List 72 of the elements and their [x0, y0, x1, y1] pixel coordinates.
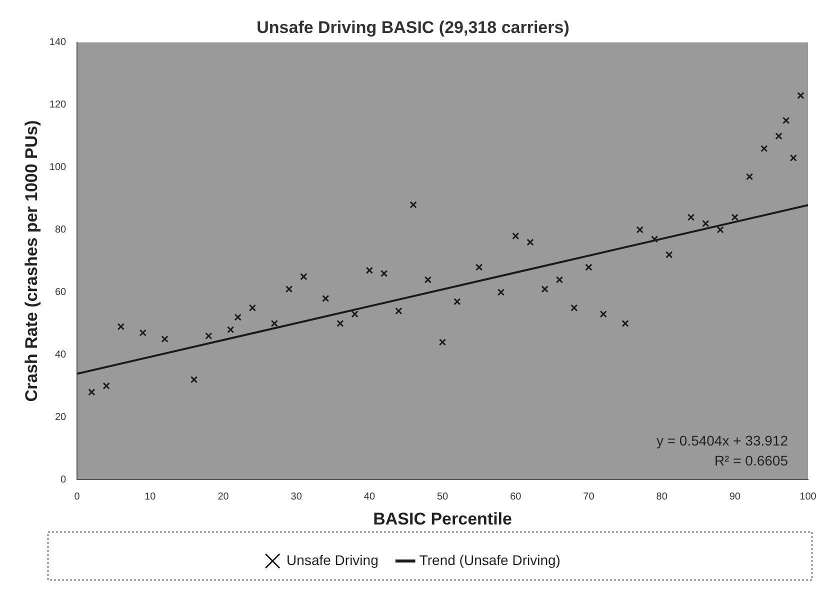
y-tick-label: 0	[60, 474, 67, 486]
x-tick-label: 30	[290, 491, 302, 502]
x-axis-title: BASIC Percentile	[373, 509, 512, 528]
point	[716, 226, 724, 234]
point	[797, 92, 804, 100]
point	[476, 264, 483, 271]
x-tick-label: 80	[656, 491, 668, 502]
point	[322, 294, 330, 302]
point	[526, 238, 534, 246]
x-tick-label: 0	[74, 491, 80, 502]
point	[746, 173, 754, 180]
point	[666, 251, 673, 258]
point	[336, 320, 344, 328]
point	[161, 335, 168, 343]
point	[782, 116, 790, 124]
annotation: y = 0.5404x + 33.912	[656, 432, 788, 448]
point	[139, 329, 146, 336]
point	[556, 276, 564, 284]
point	[512, 232, 520, 240]
point	[380, 270, 388, 278]
point	[248, 304, 256, 312]
y-tick-label: 80	[54, 224, 67, 236]
point	[190, 376, 198, 384]
point	[88, 388, 96, 396]
point	[585, 264, 592, 271]
point	[650, 236, 658, 243]
y-axis-title: Crash Rate (crashes per 1000 PUs)	[22, 120, 41, 402]
chart-title: Unsafe Driving BASIC (29,318 carriers)	[256, 18, 570, 37]
point	[410, 201, 417, 208]
point	[570, 304, 578, 312]
x-tick-label: 100	[800, 491, 817, 502]
point	[424, 276, 432, 284]
legend-label: Trend (Unsafe Driving)	[419, 552, 560, 568]
point	[731, 214, 738, 221]
point	[622, 320, 629, 328]
point	[775, 132, 782, 140]
point	[760, 145, 768, 152]
y-tick-label: 140	[49, 37, 67, 48]
x-tick-label: 50	[436, 491, 449, 502]
point	[395, 307, 402, 315]
y-tick-label: 120	[49, 100, 67, 111]
point	[227, 326, 234, 334]
point	[497, 288, 505, 296]
legend-label: Unsafe Driving	[286, 552, 378, 568]
y-tick-label: 40	[54, 349, 67, 360]
point	[285, 286, 293, 293]
point	[205, 332, 212, 340]
point	[300, 273, 308, 280]
point	[366, 266, 374, 274]
point	[117, 323, 125, 330]
x-tick-label: 70	[583, 491, 595, 502]
point	[541, 286, 548, 293]
point	[270, 320, 278, 328]
y-tick-label: 60	[54, 286, 67, 298]
point	[702, 220, 710, 228]
x-tick-label: 40	[364, 491, 376, 502]
point	[790, 154, 797, 162]
y-tick-label: 20	[54, 412, 67, 423]
x-tick-label: 20	[218, 491, 230, 502]
point	[687, 214, 695, 221]
x-tick-label: 10	[144, 491, 156, 502]
point	[234, 314, 242, 321]
y-tick-label: 100	[49, 162, 67, 174]
x-tick-label: 60	[510, 491, 522, 502]
point	[636, 226, 644, 234]
point	[351, 310, 358, 318]
annotation: R² = 0.6605	[714, 452, 788, 468]
point	[454, 298, 461, 306]
point	[600, 310, 607, 318]
x-tick-label: 90	[729, 491, 741, 502]
point	[438, 338, 446, 346]
point	[102, 382, 110, 390]
